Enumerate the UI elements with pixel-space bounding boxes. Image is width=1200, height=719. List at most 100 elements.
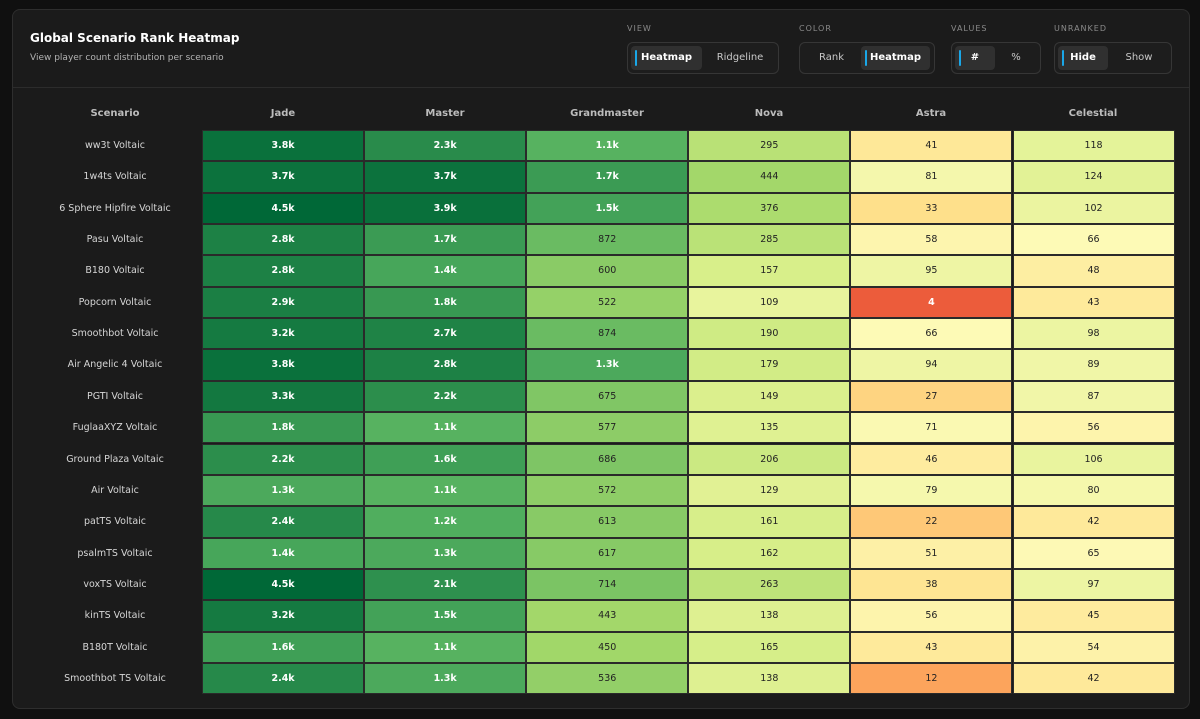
heatmap-cell-jade: 1.4k: [202, 537, 365, 569]
values-label: VALUES: [951, 24, 988, 33]
unranked-toggle: Hide Show: [1054, 42, 1172, 74]
color-label: COLOR: [799, 24, 832, 33]
heatmap-cell-nova: 135: [688, 412, 851, 444]
color-rank-button[interactable]: Rank: [819, 52, 844, 63]
heatmap-cell-master: 2.2k: [364, 380, 527, 413]
heatmap-cell-jade: 1.3k: [202, 474, 365, 507]
header-astra: Astra: [915, 108, 947, 119]
heatmap-cell-master: 3.7k: [364, 161, 527, 193]
heatmap-cell-grandmaster: 874: [526, 318, 689, 350]
heatmap-cell-nova: 149: [688, 380, 851, 413]
heatmap-cell-celestial: 43: [1012, 286, 1175, 319]
row-label-fuglaaxyz-voltaic: FuglaaXYZ Voltaic: [72, 422, 158, 434]
heatmap-cell-master: 1.1k: [364, 474, 527, 507]
heatmap-cell-nova: 179: [688, 349, 851, 381]
heatmap-cell-nova: 165: [688, 631, 851, 663]
heatmap-cell-master: 1.6k: [364, 443, 527, 475]
heatmap-cell-nova: 376: [688, 192, 851, 225]
heatmap-cell-nova: 138: [688, 662, 851, 695]
heatmap-cell-nova: 285: [688, 224, 851, 256]
color-heatmap-button[interactable]: Heatmap: [861, 46, 930, 70]
row-label-smoothbot-voltaic: Smoothbot Voltaic: [71, 328, 159, 340]
heatmap-cell-master: 1.5k: [364, 600, 527, 632]
heatmap-cell-astra: 22: [850, 506, 1013, 538]
heatmap-cell-astra: 33: [850, 192, 1013, 225]
heatmap-cell-jade: 3.2k: [202, 600, 365, 632]
heatmap-cell-celestial: 87: [1012, 380, 1175, 413]
heatmap-cell-astra: 46: [850, 443, 1013, 475]
heatmap-cell-nova: 161: [688, 506, 851, 538]
heatmap-cell-master: 3.9k: [364, 192, 527, 225]
row-label-popcorn-voltaic: Popcorn Voltaic: [78, 296, 152, 308]
heatmap-cell-astra: 38: [850, 568, 1013, 601]
header-grandmaster: Grandmaster: [570, 108, 644, 119]
heatmap-cell-astra: 58: [850, 224, 1013, 256]
heatmap-cell-master: 1.1k: [364, 412, 527, 444]
row-label-kints-voltaic: kinTS Voltaic: [84, 610, 146, 622]
heatmap-cell-master: 2.3k: [364, 130, 527, 162]
header-nova: Nova: [754, 108, 784, 119]
header-master: Master: [425, 108, 465, 119]
heatmap-cell-jade: 4.5k: [202, 192, 365, 225]
unranked-hide-button[interactable]: Hide: [1058, 46, 1108, 70]
heatmap-cell-astra: 81: [850, 161, 1013, 193]
row-label-ground-plaza-voltaic: Ground Plaza Voltaic: [66, 453, 164, 465]
heatmap-cell-master: 1.8k: [364, 286, 527, 319]
heatmap-card: Global Scenario Rank Heatmap View player…: [12, 9, 1190, 709]
view-heatmap-button[interactable]: Heatmap: [631, 46, 702, 70]
heatmap-cell-jade: 4.5k: [202, 568, 365, 601]
heatmap-cell-nova: 206: [688, 443, 851, 475]
heatmap-cell-celestial: 42: [1012, 662, 1175, 695]
heatmap-cell-nova: 157: [688, 255, 851, 287]
heatmap-cell-grandmaster: 522: [526, 286, 689, 319]
row-label-air-voltaic: Air Voltaic: [91, 484, 139, 496]
heatmap-cell-astra: 66: [850, 318, 1013, 350]
heatmap-cell-celestial: 89: [1012, 349, 1175, 381]
heatmap-cell-grandmaster: 443: [526, 600, 689, 632]
heatmap-cell-grandmaster: 600: [526, 255, 689, 287]
heatmap-cell-jade: 2.4k: [202, 506, 365, 538]
page-subtitle: View player count distribution per scena…: [30, 53, 224, 63]
values-percent-button[interactable]: %: [1011, 52, 1021, 63]
heatmap-cell-master: 2.8k: [364, 349, 527, 381]
heatmap-cell-grandmaster: 1.3k: [526, 349, 689, 381]
view-ridgeline-button[interactable]: Ridgeline: [716, 52, 764, 63]
heatmap-cell-master: 2.1k: [364, 568, 527, 601]
view-label: VIEW: [627, 24, 652, 33]
heatmap-cell-master: 1.4k: [364, 255, 527, 287]
heatmap-cell-nova: 444: [688, 161, 851, 193]
card-header: Global Scenario Rank Heatmap View player…: [13, 10, 1189, 88]
row-label-pasu-voltaic: Pasu Voltaic: [86, 234, 144, 246]
heatmap-cell-celestial: 118: [1012, 130, 1175, 162]
heatmap-cell-nova: 190: [688, 318, 851, 350]
heatmap-cell-jade: 2.8k: [202, 255, 365, 287]
heatmap-cell-grandmaster: 577: [526, 412, 689, 444]
heatmap-cell-jade: 3.8k: [202, 349, 365, 381]
heatmap-cell-astra: 94: [850, 349, 1013, 381]
heatmap-cell-master: 1.3k: [364, 537, 527, 569]
values-toggle: # %: [951, 42, 1041, 74]
heatmap-cell-celestial: 48: [1012, 255, 1175, 287]
view-toggle: Heatmap Ridgeline: [627, 42, 779, 74]
heatmap-cell-astra: 41: [850, 130, 1013, 162]
heatmap-cell-astra: 4: [850, 286, 1013, 319]
heatmap-cell-jade: 3.7k: [202, 161, 365, 193]
heatmap-cell-celestial: 106: [1012, 443, 1175, 475]
unranked-show-button[interactable]: Show: [1125, 52, 1153, 63]
heatmap-cell-grandmaster: 675: [526, 380, 689, 413]
values-count-button[interactable]: #: [955, 46, 995, 70]
heatmap-cell-grandmaster: 686: [526, 443, 689, 475]
heatmap-cell-celestial: 102: [1012, 192, 1175, 225]
heatmap-cell-jade: 2.4k: [202, 662, 365, 695]
heatmap-cell-celestial: 124: [1012, 161, 1175, 193]
heatmap-cell-grandmaster: 1.5k: [526, 192, 689, 225]
row-label-b180-voltaic: B180 Voltaic: [85, 265, 145, 277]
row-label-patts-voltaic: patTS Voltaic: [83, 516, 147, 528]
row-label-pgti-voltaic: PGTI Voltaic: [87, 390, 143, 402]
heatmap-cell-grandmaster: 536: [526, 662, 689, 695]
heatmap-cell-nova: 129: [688, 474, 851, 507]
heatmap-cell-grandmaster: 1.7k: [526, 161, 689, 193]
heatmap-cell-astra: 71: [850, 412, 1013, 444]
heatmap-cell-astra: 95: [850, 255, 1013, 287]
heatmap-cell-nova: 295: [688, 130, 851, 162]
